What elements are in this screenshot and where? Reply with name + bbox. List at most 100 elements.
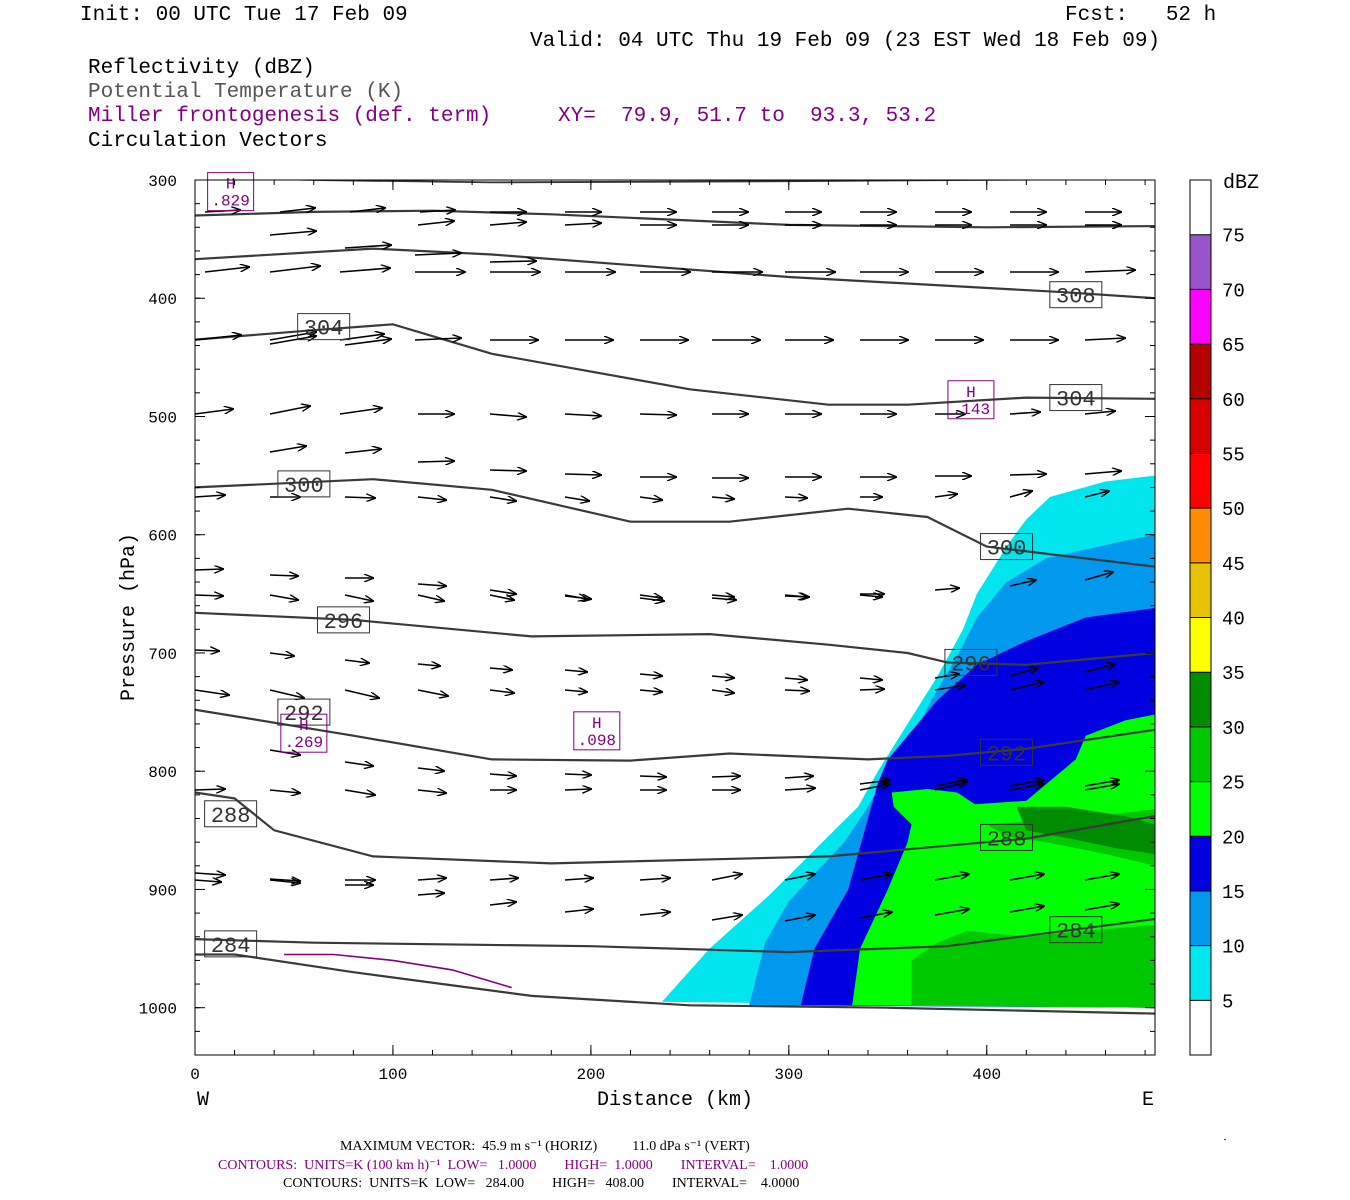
circulation-vector xyxy=(1084,471,1121,474)
x-tick-label: 200 xyxy=(576,1066,605,1084)
colorbar-label: 70 xyxy=(1222,280,1245,302)
circulation-vector xyxy=(344,449,381,453)
svg-text:304: 304 xyxy=(304,317,344,342)
theta-contour xyxy=(195,953,1155,1015)
colorbar-label: 40 xyxy=(1222,609,1245,631)
svg-text:304: 304 xyxy=(1056,388,1096,413)
y-tick-label: 800 xyxy=(148,764,177,782)
colorbar-swatch xyxy=(1190,344,1211,399)
circulation-vector xyxy=(784,776,813,778)
circulation-vector xyxy=(1084,874,1119,881)
footer-frontogenesis-contours: CONTOURS: UNITS=K (100 km h)⁻¹ LOW= 1.00… xyxy=(218,1158,809,1173)
y-tick-label: 300 xyxy=(148,173,177,191)
colorbar-swatch xyxy=(1190,562,1211,618)
circulation-vector xyxy=(564,596,591,599)
circulation-vector xyxy=(195,880,221,882)
circulation-vector xyxy=(784,678,807,680)
svg-text:288: 288 xyxy=(211,804,251,829)
theta-contour-label: 296 xyxy=(316,606,370,635)
colorbar-label: 55 xyxy=(1222,444,1245,466)
circulation-vector xyxy=(1009,474,1046,475)
svg-text:H: H xyxy=(592,715,602,733)
circulation-vector xyxy=(1009,682,1044,691)
circulation-vector xyxy=(417,878,446,880)
circulation-vector xyxy=(1009,491,1032,498)
circulation-vector xyxy=(269,575,298,576)
circulation-vector xyxy=(414,253,461,255)
colorbar-label: 30 xyxy=(1222,718,1245,740)
field-potential-temperature: Potential Temperature (K) xyxy=(88,81,404,104)
circulation-vector xyxy=(1084,411,1115,414)
circulation-vector xyxy=(417,594,444,601)
circulation-vector xyxy=(1084,270,1135,272)
circulation-vector xyxy=(639,414,676,415)
theta-contour xyxy=(195,917,1155,954)
frontogenesis-high-label: H.098 xyxy=(573,711,621,751)
circulation-vector xyxy=(489,878,518,880)
x-tick-label: 100 xyxy=(379,1066,408,1084)
circulation-vector xyxy=(1084,338,1125,340)
circulation-vector xyxy=(417,664,440,666)
circulation-vector xyxy=(349,208,385,212)
circulation-vector xyxy=(934,874,969,881)
circulation-vector xyxy=(195,569,223,570)
svg-text:284: 284 xyxy=(1056,920,1096,945)
colorbar-label: 35 xyxy=(1222,663,1245,685)
circulation-vector xyxy=(1009,906,1044,913)
circulation-vector xyxy=(639,595,662,598)
circulation-vector xyxy=(784,915,815,922)
theta-contour xyxy=(195,247,1155,300)
circulation-vector xyxy=(639,690,662,692)
circulation-vector xyxy=(1084,780,1119,787)
circulation-vector xyxy=(489,902,516,905)
circulation-vector xyxy=(1009,780,1044,787)
colorbar-swatch xyxy=(1190,453,1211,509)
field-reflectivity: Reflectivity (dBZ) xyxy=(88,57,315,80)
x-tick-label: 300 xyxy=(774,1066,803,1084)
circulation-vector xyxy=(195,650,219,651)
circulation-vector xyxy=(1084,572,1113,581)
circulation-vector xyxy=(711,776,740,777)
circulation-vector xyxy=(195,335,241,341)
y-axis-label: Pressure (hPa) xyxy=(118,533,141,701)
svg-text:292: 292 xyxy=(987,742,1027,767)
circulation-vector xyxy=(344,762,373,766)
colorbar-swatch xyxy=(1190,1000,1211,1055)
colorbar-swatch xyxy=(1190,508,1211,563)
theta-contour-label: 300 xyxy=(980,533,1034,562)
theta-contour-label: 300 xyxy=(277,470,331,499)
frontogenesis-high-label: H.269 xyxy=(280,713,328,753)
circulation-vector xyxy=(195,689,229,695)
circulation-vector xyxy=(934,780,967,787)
field-frontogenesis: Miller frontogenesis (def. term) xyxy=(88,105,492,128)
y-tick-label: 400 xyxy=(148,291,177,309)
circulation-vector xyxy=(417,221,454,225)
svg-text:284: 284 xyxy=(211,934,251,959)
colorbar-swatch xyxy=(1190,617,1211,673)
circulation-vector xyxy=(859,595,882,597)
circulation-vector xyxy=(934,494,957,497)
circulation-vector xyxy=(784,690,809,691)
circulation-vector xyxy=(711,915,742,921)
circulation-vector xyxy=(417,790,446,793)
circulation-vector xyxy=(269,266,320,273)
colorbar-label: 45 xyxy=(1222,554,1245,576)
y-tick-label: 700 xyxy=(148,646,177,664)
circulation-vector xyxy=(564,497,589,501)
colorbar-label: 15 xyxy=(1222,882,1245,904)
circulation-vector xyxy=(339,334,384,341)
colorbar-swatch xyxy=(1190,945,1211,1001)
circulation-vector xyxy=(269,653,294,656)
circulation-vector xyxy=(639,776,666,777)
colorbar-label: 60 xyxy=(1222,390,1245,412)
circulation-vector xyxy=(934,685,965,691)
circulation-vector xyxy=(1009,580,1036,587)
svg-text:H: H xyxy=(966,384,976,402)
forecast-hour: Fcst: 52 h xyxy=(1065,4,1217,27)
theta-contour-label: 304 xyxy=(1049,384,1103,413)
west-label: W xyxy=(197,1089,209,1112)
colorbar-label: 75 xyxy=(1222,226,1245,248)
circulation-vector xyxy=(711,690,734,693)
circulation-vector xyxy=(564,774,591,775)
frontogenesis-contour xyxy=(284,953,512,989)
